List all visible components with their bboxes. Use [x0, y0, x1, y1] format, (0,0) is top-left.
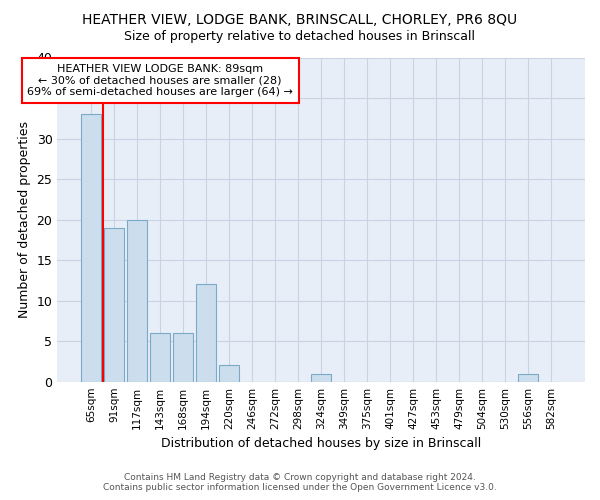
Bar: [518, 374, 538, 382]
Bar: [220, 366, 239, 382]
Bar: [127, 220, 147, 382]
Text: HEATHER VIEW, LODGE BANK, BRINSCALL, CHORLEY, PR6 8QU: HEATHER VIEW, LODGE BANK, BRINSCALL, CHO…: [82, 12, 518, 26]
Bar: [151, 333, 170, 382]
Bar: [173, 333, 193, 382]
X-axis label: Distribution of detached houses by size in Brinscall: Distribution of detached houses by size …: [161, 437, 481, 450]
Bar: [104, 228, 124, 382]
Text: Contains HM Land Registry data © Crown copyright and database right 2024.
Contai: Contains HM Land Registry data © Crown c…: [103, 473, 497, 492]
Text: HEATHER VIEW LODGE BANK: 89sqm
← 30% of detached houses are smaller (28)
69% of : HEATHER VIEW LODGE BANK: 89sqm ← 30% of …: [27, 64, 293, 97]
Bar: [196, 284, 216, 382]
Bar: [82, 114, 101, 382]
Text: Size of property relative to detached houses in Brinscall: Size of property relative to detached ho…: [125, 30, 476, 43]
Bar: [311, 374, 331, 382]
Y-axis label: Number of detached properties: Number of detached properties: [18, 121, 31, 318]
